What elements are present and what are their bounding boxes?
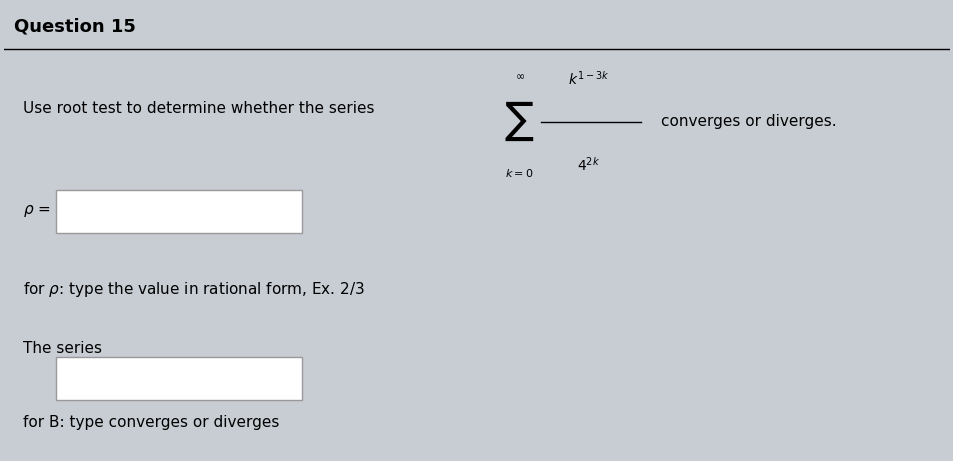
Text: $\sum$: $\sum$ [504, 100, 534, 143]
Text: Use root test to determine whether the series: Use root test to determine whether the s… [23, 101, 375, 116]
Text: for $\rho$: type the value in rational form, Ex. 2/3: for $\rho$: type the value in rational f… [23, 280, 365, 299]
Text: $\infty$: $\infty$ [514, 71, 524, 81]
Text: converges or diverges.: converges or diverges. [660, 114, 836, 130]
Text: The series: The series [23, 341, 102, 356]
Text: $k=0$: $k=0$ [505, 167, 533, 179]
Text: $k^{1-3k}$: $k^{1-3k}$ [567, 70, 609, 88]
Text: $4^{2k}$: $4^{2k}$ [577, 156, 599, 174]
Text: $\rho$ =: $\rho$ = [23, 203, 51, 219]
Text: for B: type converges or diverges: for B: type converges or diverges [23, 415, 279, 431]
Text: Question 15: Question 15 [13, 18, 135, 36]
FancyBboxPatch shape [56, 357, 302, 400]
FancyBboxPatch shape [56, 190, 302, 233]
